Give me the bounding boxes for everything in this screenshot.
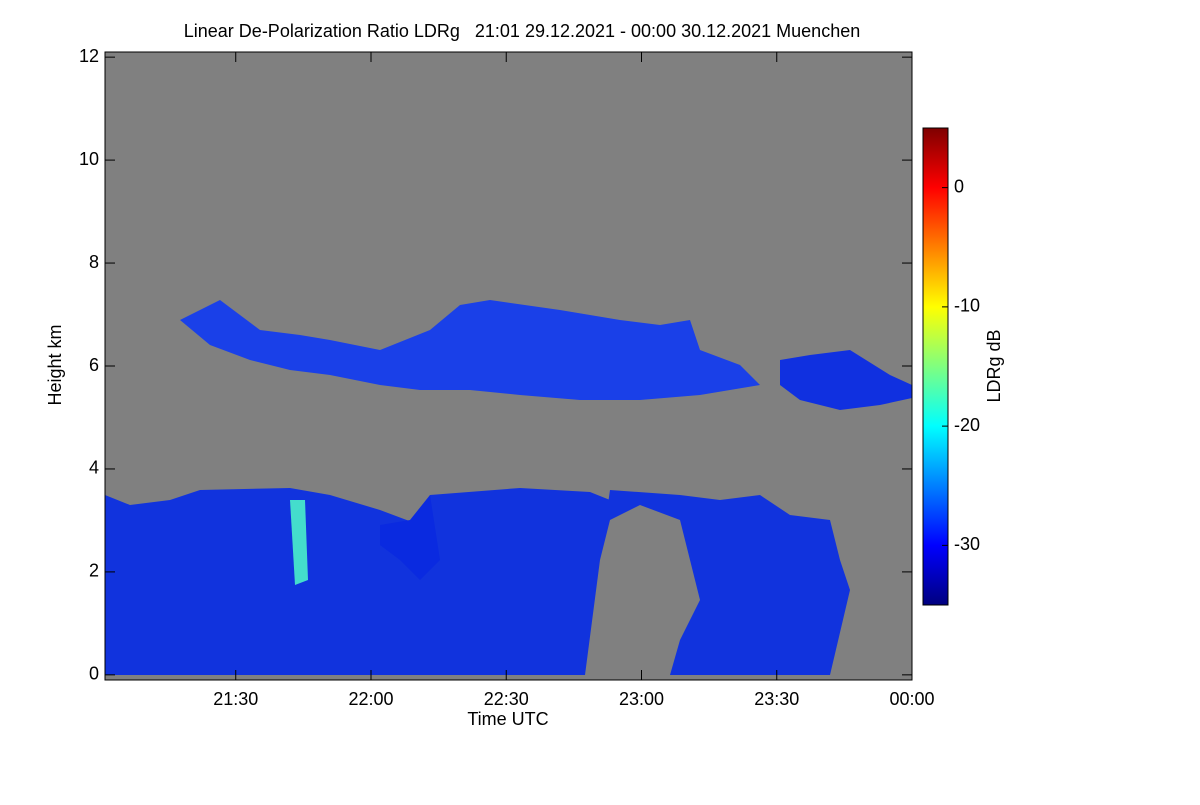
x-tick-label: 00:00 (889, 689, 934, 709)
y-tick-label: 10 (79, 149, 99, 169)
y-tick-label: 8 (89, 252, 99, 272)
gap-region (585, 505, 700, 675)
echo-region (290, 500, 308, 585)
y-tick-label: 2 (89, 561, 99, 581)
colorbar (922, 127, 949, 606)
chart-title: Linear De-Polarization Ratio LDRg 21:01 … (184, 21, 860, 41)
y-axis-label: Height km (45, 324, 65, 405)
colorbar-tick-label: -30 (954, 534, 980, 554)
echo-region (780, 350, 912, 410)
colorbar-tick-label: -10 (954, 296, 980, 316)
y-tick-label: 12 (79, 46, 99, 66)
echo-region (380, 495, 440, 580)
y-tick-label: 6 (89, 355, 99, 375)
y-tick-label: 0 (89, 664, 99, 684)
x-tick-label: 23:00 (619, 689, 664, 709)
x-axis-label: Time UTC (467, 709, 548, 729)
echo-region (180, 300, 760, 400)
x-tick-label: 21:30 (213, 689, 258, 709)
x-tick-label: 23:30 (754, 689, 799, 709)
colorbar-tick-label: 0 (954, 176, 964, 196)
echo-region (105, 488, 850, 675)
y-tick-label: 4 (89, 458, 99, 478)
x-tick-label: 22:00 (348, 689, 393, 709)
echo-layer (105, 300, 912, 675)
colorbar-label: LDRg dB (984, 329, 1004, 402)
x-tick-label: 22:30 (484, 689, 529, 709)
colorbar-tick-label: -20 (954, 415, 980, 435)
